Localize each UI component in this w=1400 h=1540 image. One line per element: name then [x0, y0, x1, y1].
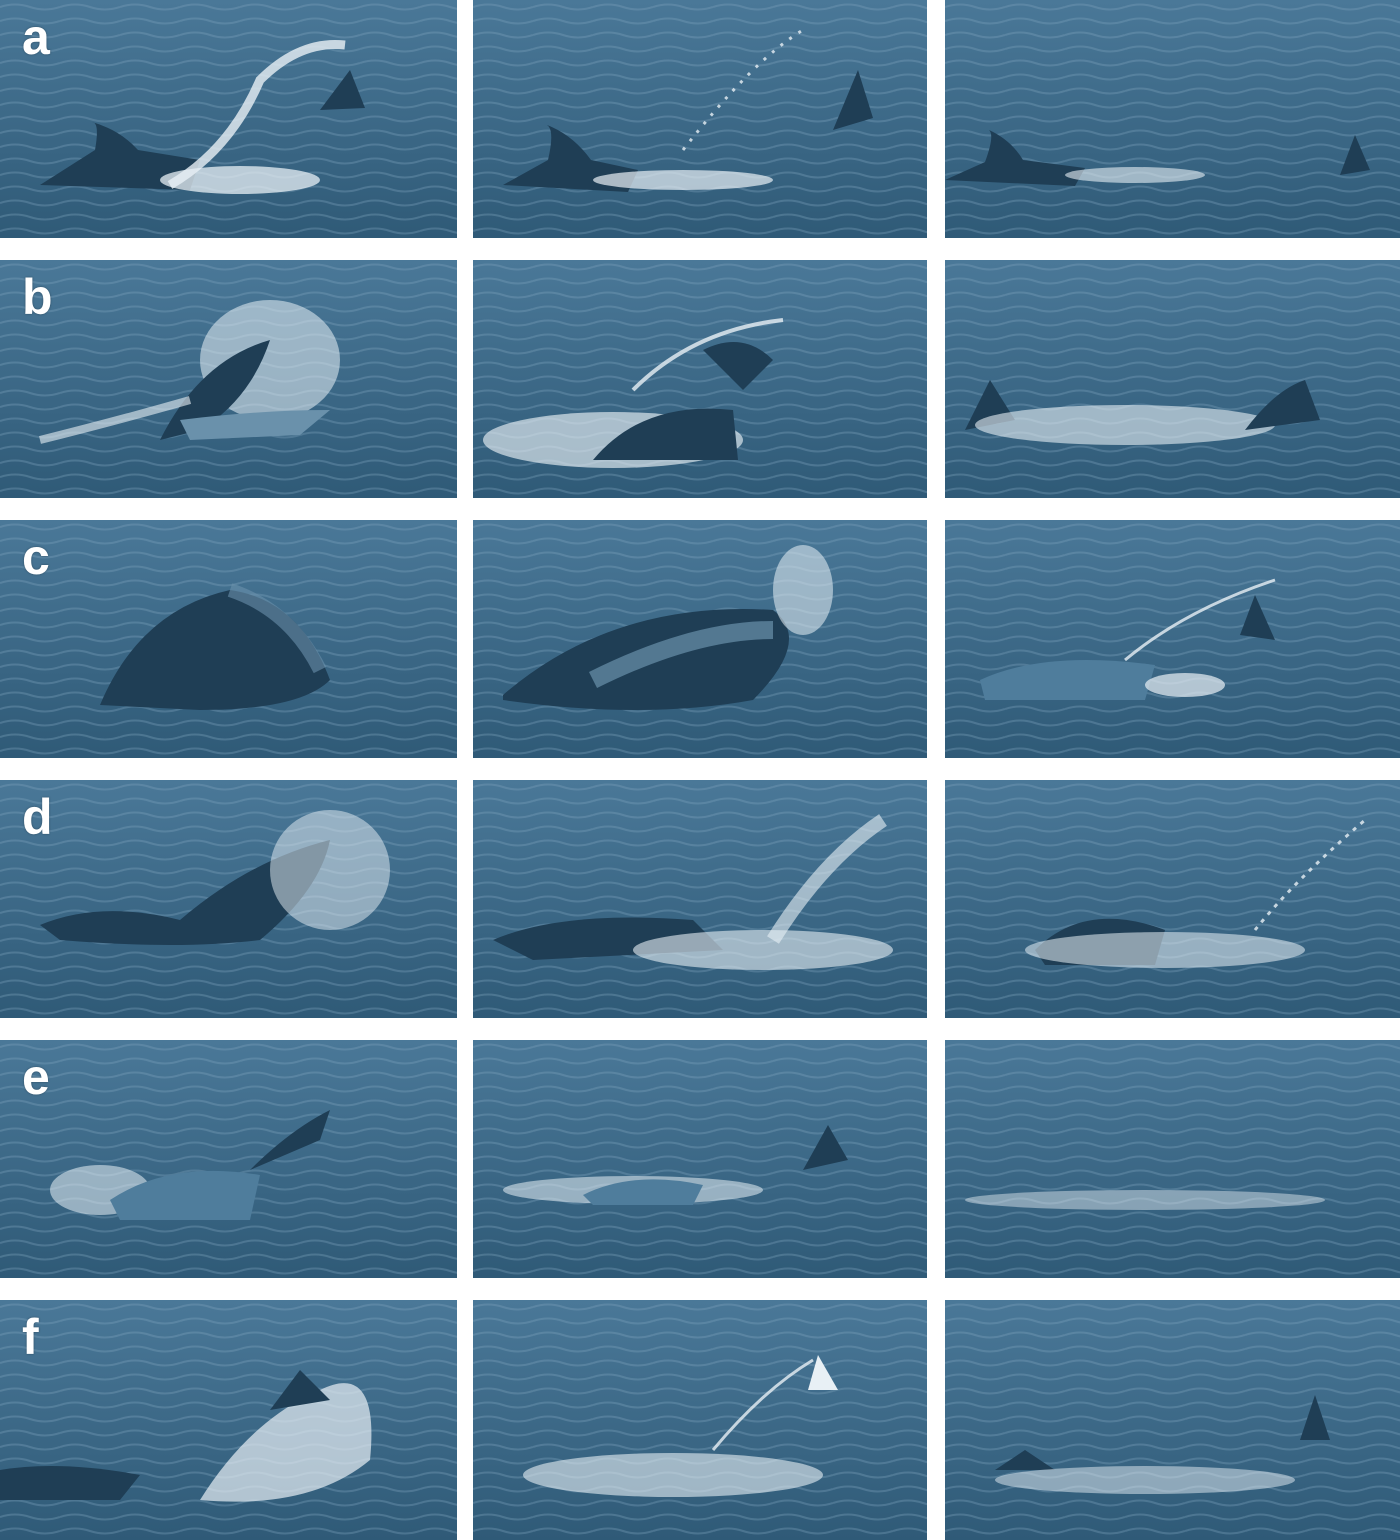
- photo-a-1: [0, 0, 457, 238]
- photo-d-3: [945, 780, 1400, 1018]
- photo-f-1: [0, 1300, 457, 1540]
- photo-c-3: [945, 520, 1400, 758]
- photo-e-3: [945, 1040, 1400, 1278]
- photo-b-2: [473, 260, 927, 498]
- row-label-e: e: [22, 1049, 50, 1105]
- photo-f-3: [945, 1300, 1400, 1540]
- photo-c-1: [0, 520, 457, 758]
- dolphin-splash-image: [0, 0, 457, 238]
- photo-c-2: [473, 520, 927, 758]
- row-label-f: f: [22, 1309, 39, 1365]
- photo-d-2: [473, 780, 927, 1018]
- photo-b-1: [0, 260, 457, 498]
- photo-a-2: [473, 0, 927, 238]
- row-label-b: b: [22, 269, 53, 325]
- photo-f-2: [473, 1300, 927, 1540]
- photo-a-3: [945, 0, 1400, 238]
- row-label-a: a: [22, 9, 50, 65]
- photo-d-1: [0, 780, 457, 1018]
- photo-b-3: [945, 260, 1400, 498]
- row-label-d: d: [22, 789, 53, 845]
- photo-e-2: [473, 1040, 927, 1278]
- photo-e-1: [0, 1040, 457, 1278]
- row-label-c: c: [22, 529, 50, 585]
